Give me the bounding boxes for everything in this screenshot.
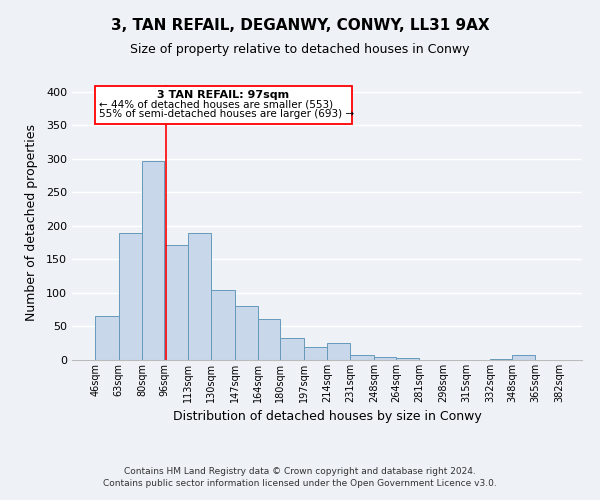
Text: 55% of semi-detached houses are larger (693) →: 55% of semi-detached houses are larger (…	[100, 109, 355, 119]
Bar	[258, 319, 280, 360]
Bar	[95, 316, 119, 360]
Bar	[142, 161, 164, 360]
Text: 3 TAN REFAIL: 97sqm: 3 TAN REFAIL: 97sqm	[157, 90, 290, 101]
Text: Size of property relative to detached houses in Conwy: Size of property relative to detached ho…	[130, 42, 470, 56]
Y-axis label: Number of detached properties: Number of detached properties	[25, 124, 38, 321]
Text: 3, TAN REFAIL, DEGANWY, CONWY, LL31 9AX: 3, TAN REFAIL, DEGANWY, CONWY, LL31 9AX	[110, 18, 490, 32]
Bar	[280, 338, 304, 360]
Bar	[211, 290, 235, 360]
Bar	[350, 354, 374, 360]
Bar	[235, 306, 258, 360]
Bar	[374, 356, 396, 360]
Bar	[188, 232, 211, 360]
Bar	[164, 246, 188, 360]
FancyBboxPatch shape	[95, 86, 352, 124]
Text: Contains public sector information licensed under the Open Government Licence v3: Contains public sector information licen…	[103, 478, 497, 488]
Bar	[327, 343, 350, 360]
Text: ← 44% of detached houses are smaller (553): ← 44% of detached houses are smaller (55…	[100, 100, 334, 110]
Bar	[304, 346, 327, 360]
Bar	[512, 354, 535, 360]
Bar	[396, 358, 419, 360]
X-axis label: Distribution of detached houses by size in Conwy: Distribution of detached houses by size …	[173, 410, 481, 424]
Text: Contains HM Land Registry data © Crown copyright and database right 2024.: Contains HM Land Registry data © Crown c…	[124, 467, 476, 476]
Bar	[119, 232, 142, 360]
